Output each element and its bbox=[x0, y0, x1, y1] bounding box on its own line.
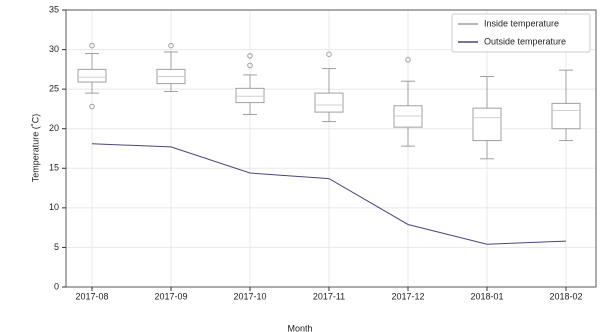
box bbox=[551, 102, 581, 130]
flier bbox=[168, 42, 174, 49]
box bbox=[472, 107, 502, 142]
y-tick-label: 10 bbox=[49, 202, 59, 212]
flier bbox=[326, 51, 332, 58]
line bbox=[91, 143, 567, 245]
y-tick-label: 20 bbox=[49, 123, 59, 133]
y-tick-label: 0 bbox=[54, 281, 59, 291]
flier bbox=[247, 62, 253, 69]
x-tick-label: 2017-12 bbox=[391, 291, 424, 301]
flier bbox=[89, 42, 95, 49]
y-tick-label: 5 bbox=[54, 242, 59, 252]
plot-frame bbox=[65, 9, 597, 288]
x-tick-label: 2017-09 bbox=[154, 291, 187, 301]
flier bbox=[405, 57, 411, 63]
x-tick-label: 2018-01 bbox=[470, 291, 503, 301]
y-axis-label: Temperature (˚C) bbox=[30, 114, 40, 183]
x-axis-label: Month bbox=[287, 323, 312, 332]
legend-label: Inside temperature bbox=[484, 18, 559, 28]
y-tick-label: 30 bbox=[49, 44, 59, 54]
box bbox=[235, 87, 265, 104]
x-tick-label: 2018-02 bbox=[549, 291, 582, 301]
box bbox=[314, 92, 344, 113]
legend-frame bbox=[451, 13, 591, 53]
legend-label: Outside temperature bbox=[484, 36, 566, 46]
x-tick-label: 2017-08 bbox=[75, 291, 108, 301]
y-tick-label: 15 bbox=[49, 163, 59, 173]
flier bbox=[247, 53, 253, 59]
y-tick-label: 25 bbox=[49, 84, 59, 94]
y-tick-label: 35 bbox=[49, 4, 59, 14]
x-tick-label: 2017-10 bbox=[233, 291, 266, 301]
flier bbox=[89, 103, 95, 110]
box bbox=[77, 68, 107, 83]
x-tick-label: 2017-11 bbox=[313, 291, 345, 301]
